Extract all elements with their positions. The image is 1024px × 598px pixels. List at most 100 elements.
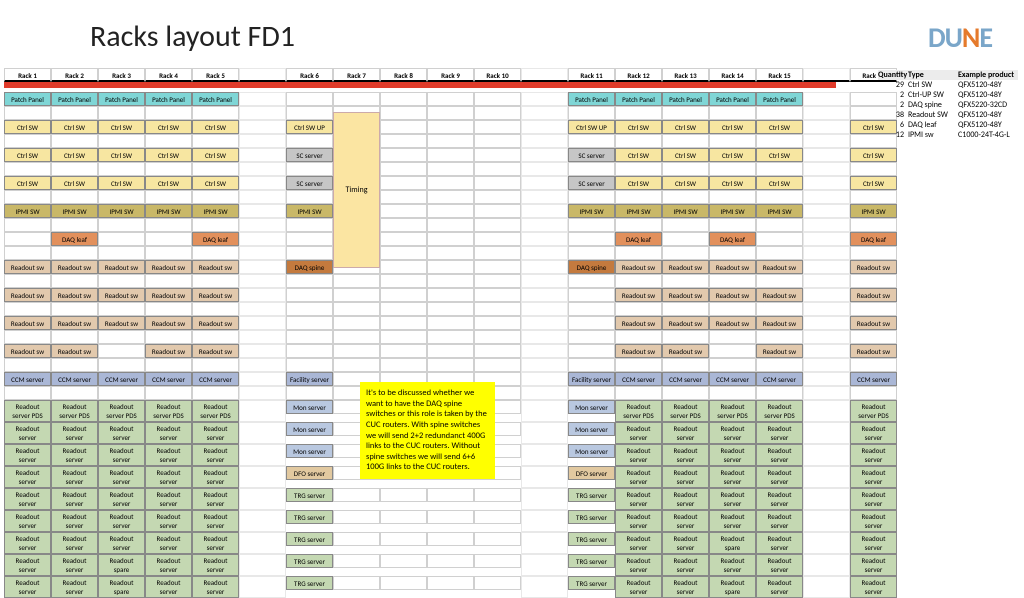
ro-cell: Readout server	[850, 576, 897, 598]
dfo-cell: DFO server	[286, 466, 333, 480]
ro-cell: Readout server	[51, 532, 98, 554]
dfo-cell: DFO server	[568, 466, 615, 480]
sc-cell: SC server	[286, 176, 333, 190]
ropds-cell: Readout server PDS	[662, 400, 709, 422]
trg-cell: TRG server	[286, 532, 333, 546]
ro-cell: Readout server	[709, 444, 756, 466]
daqleaf-cell: DAQ leaf	[192, 232, 239, 246]
ipmi-cell: IPMI SW	[568, 204, 615, 218]
ro-cell: Readout server	[850, 422, 897, 444]
rosw-cell: Readout sw	[192, 344, 239, 358]
ro-cell: Readout server	[4, 554, 51, 576]
rack-header: Rack 4	[145, 68, 192, 82]
rosw-cell: Readout sw	[4, 316, 51, 330]
mon-cell: Mon server	[286, 422, 333, 436]
rack-header: Rack 10	[474, 68, 521, 82]
ro-cell: Readout server	[615, 510, 662, 532]
ro-cell: Readout server	[51, 466, 98, 488]
ctrl-cell: Ctrl SW	[615, 176, 662, 190]
rack-header: Rack 11	[568, 68, 615, 82]
rack-grid: Rack 1Rack 2Rack 3Rack 4Rack 5Rack 6Rack…	[4, 68, 1020, 588]
ro-cell: Readout server	[662, 422, 709, 444]
mon-cell: Mon server	[568, 400, 615, 414]
ro-cell: Readout server	[662, 466, 709, 488]
ropds-cell: Readout server PDS	[756, 400, 803, 422]
rosw-cell: Readout sw	[192, 316, 239, 330]
page-title: Racks layout FD1	[90, 18, 295, 55]
ro-cell: Readout server	[51, 510, 98, 532]
patch-cell: Patch Panel	[568, 92, 615, 106]
ropds-cell: Readout server PDS	[850, 400, 897, 422]
rosw-cell: Readout sw	[615, 288, 662, 302]
rosw-cell: Readout sw	[850, 288, 897, 302]
ctrl-cell: Ctrl SW	[4, 176, 51, 190]
rack-header: Rack 5	[192, 68, 239, 82]
ro-cell: Readout server	[4, 488, 51, 510]
ro-cell: Readout server	[615, 422, 662, 444]
daqleaf-cell: DAQ leaf	[51, 232, 98, 246]
ccm-cell: CCM server	[615, 372, 662, 386]
rosw-cell: Readout sw	[662, 344, 709, 358]
ro-cell: Readout server	[145, 488, 192, 510]
ipmi-cell: IPMI SW	[286, 204, 333, 218]
patch-cell: Patch Panel	[615, 92, 662, 106]
ro-cell: Readout server	[192, 554, 239, 576]
ro-cell: Readout server	[615, 576, 662, 598]
ro-cell: Readout server	[756, 554, 803, 576]
ro-cell: Readout server	[98, 532, 145, 554]
ctrl-cell: Ctrl SW	[145, 176, 192, 190]
ro-cell: Readout server	[145, 466, 192, 488]
ro-cell: Readout server	[192, 466, 239, 488]
rosw-cell: Readout sw	[4, 344, 51, 358]
ro-cell: Readout server	[662, 576, 709, 598]
logo: DUNE	[928, 20, 992, 55]
ctrl-cell: Ctrl SW	[662, 120, 709, 134]
ropds-cell: Readout server PDS	[709, 400, 756, 422]
daqleaf-cell: DAQ leaf	[850, 232, 897, 246]
ro-cell: Readout server	[4, 466, 51, 488]
ctrl-cell: Ctrl SW	[662, 176, 709, 190]
rack-header: Rack 12	[615, 68, 662, 82]
ctrl-cell: Ctrl SW	[51, 148, 98, 162]
rosw-cell: Readout sw	[192, 288, 239, 302]
rack-header: Rack 8	[380, 68, 427, 82]
ctrl-cell: Ctrl SW	[98, 120, 145, 134]
rosw-cell: Readout sw	[709, 316, 756, 330]
ro-cell: Readout server	[662, 488, 709, 510]
rosw-cell: Readout sw	[51, 260, 98, 274]
patch-cell: Patch Panel	[145, 92, 192, 106]
trg-cell: TRG server	[568, 576, 615, 590]
rack-header: Rack 15	[756, 68, 803, 82]
ro-cell: Readout server	[756, 576, 803, 598]
rosw-cell: Readout sw	[850, 260, 897, 274]
patch-cell: Patch Panel	[4, 92, 51, 106]
ro-cell: Readout server	[192, 444, 239, 466]
ro-cell: Readout server	[192, 488, 239, 510]
trg-cell: TRG server	[286, 488, 333, 502]
ro-cell: Readout server	[850, 466, 897, 488]
daqleaf-cell: DAQ leaf	[615, 232, 662, 246]
sc-cell: SC server	[286, 148, 333, 162]
ro-cell: Readout server	[51, 554, 98, 576]
ipmi-cell: IPMI SW	[850, 204, 897, 218]
spare-cell: Readout spare	[709, 532, 756, 554]
ccm-cell: CCM server	[709, 372, 756, 386]
ctrl-cell: Ctrl SW	[756, 176, 803, 190]
ipmi-cell: IPMI SW	[51, 204, 98, 218]
ro-cell: Readout server	[662, 510, 709, 532]
ro-cell: Readout server	[4, 422, 51, 444]
ro-cell: Readout server	[615, 488, 662, 510]
ipmi-cell: IPMI SW	[756, 204, 803, 218]
patch-cell: Patch Panel	[662, 92, 709, 106]
ro-cell: Readout server	[615, 554, 662, 576]
ctrl-cell: Ctrl SW	[850, 148, 897, 162]
ro-cell: Readout server	[756, 532, 803, 554]
ctrl-cell: Ctrl SW	[4, 148, 51, 162]
rosw-cell: Readout sw	[709, 288, 756, 302]
trg-cell: TRG server	[568, 532, 615, 546]
ro-cell: Readout server	[756, 422, 803, 444]
rack-header: Rack 1	[4, 68, 51, 82]
rosw-cell: Readout sw	[709, 260, 756, 274]
ctrl-cell: Ctrl SW	[51, 120, 98, 134]
ro-cell: Readout server	[98, 510, 145, 532]
